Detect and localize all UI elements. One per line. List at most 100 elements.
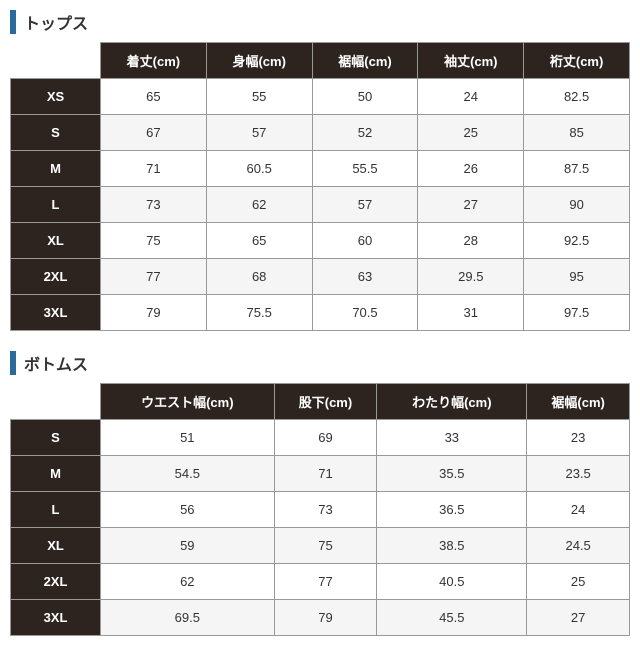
table-cell: 24 (527, 492, 630, 528)
column-header: ウエスト幅(cm) (101, 384, 275, 420)
tops-heading: トップス (10, 10, 630, 34)
table-cell: 60 (312, 223, 418, 259)
table-cell: 75 (274, 528, 377, 564)
table-cell: 71 (101, 151, 207, 187)
table-cell: 67 (101, 115, 207, 151)
table-cell: 24 (418, 79, 524, 115)
table-cell: 65 (206, 223, 312, 259)
table-cell: 28 (418, 223, 524, 259)
table-cell: 56 (101, 492, 275, 528)
row-header: M (11, 151, 101, 187)
table-row: M 54.5 71 35.5 23.5 (11, 456, 630, 492)
table-cell: 23 (527, 420, 630, 456)
table-cell: 62 (101, 564, 275, 600)
table-corner-cell (11, 384, 101, 420)
row-header: 2XL (11, 259, 101, 295)
table-cell: 38.5 (377, 528, 527, 564)
table-row: M 71 60.5 55.5 26 87.5 (11, 151, 630, 187)
column-header: 裾幅(cm) (527, 384, 630, 420)
table-cell: 71 (274, 456, 377, 492)
table-cell: 69 (274, 420, 377, 456)
table-cell: 65 (101, 79, 207, 115)
table-cell: 69.5 (101, 600, 275, 636)
row-header: 2XL (11, 564, 101, 600)
table-cell: 68 (206, 259, 312, 295)
table-cell: 79 (274, 600, 377, 636)
table-cell: 45.5 (377, 600, 527, 636)
column-header: 着丈(cm) (101, 43, 207, 79)
table-cell: 29.5 (418, 259, 524, 295)
table-cell: 95 (524, 259, 630, 295)
bottoms-size-table: ウエスト幅(cm) 股下(cm) わたり幅(cm) 裾幅(cm) S 51 69… (10, 383, 630, 636)
table-cell: 27 (418, 187, 524, 223)
table-cell: 57 (206, 115, 312, 151)
table-cell: 31 (418, 295, 524, 331)
row-header: L (11, 187, 101, 223)
table-row: XL 75 65 60 28 92.5 (11, 223, 630, 259)
table-cell: 33 (377, 420, 527, 456)
table-cell: 77 (101, 259, 207, 295)
table-cell: 97.5 (524, 295, 630, 331)
table-cell: 24.5 (527, 528, 630, 564)
table-cell: 52 (312, 115, 418, 151)
table-cell: 59 (101, 528, 275, 564)
column-header: 裄丈(cm) (524, 43, 630, 79)
tops-size-table: 着丈(cm) 身幅(cm) 裾幅(cm) 袖丈(cm) 裄丈(cm) XS 65… (10, 42, 630, 331)
row-header: L (11, 492, 101, 528)
table-cell: 27 (527, 600, 630, 636)
table-row: L 73 62 57 27 90 (11, 187, 630, 223)
table-cell: 73 (274, 492, 377, 528)
table-cell: 54.5 (101, 456, 275, 492)
table-cell: 92.5 (524, 223, 630, 259)
table-cell: 62 (206, 187, 312, 223)
row-header: XS (11, 79, 101, 115)
table-row: S 67 57 52 25 85 (11, 115, 630, 151)
table-row: 2XL 77 68 63 29.5 95 (11, 259, 630, 295)
table-cell: 73 (101, 187, 207, 223)
table-cell: 25 (418, 115, 524, 151)
table-cell: 26 (418, 151, 524, 187)
row-header: XL (11, 223, 101, 259)
table-cell: 82.5 (524, 79, 630, 115)
table-cell: 55 (206, 79, 312, 115)
table-cell: 60.5 (206, 151, 312, 187)
column-header: わたり幅(cm) (377, 384, 527, 420)
table-cell: 50 (312, 79, 418, 115)
table-row: 3XL 69.5 79 45.5 27 (11, 600, 630, 636)
column-header: 裾幅(cm) (312, 43, 418, 79)
table-cell: 63 (312, 259, 418, 295)
table-cell: 51 (101, 420, 275, 456)
table-cell: 35.5 (377, 456, 527, 492)
table-cell: 57 (312, 187, 418, 223)
table-row: S 51 69 33 23 (11, 420, 630, 456)
bottoms-heading: ボトムス (10, 351, 630, 375)
table-cell: 90 (524, 187, 630, 223)
row-header: S (11, 115, 101, 151)
column-header: 股下(cm) (274, 384, 377, 420)
table-row: 3XL 79 75.5 70.5 31 97.5 (11, 295, 630, 331)
table-row: L 56 73 36.5 24 (11, 492, 630, 528)
row-header: 3XL (11, 600, 101, 636)
column-header: 袖丈(cm) (418, 43, 524, 79)
row-header: S (11, 420, 101, 456)
table-cell: 75.5 (206, 295, 312, 331)
table-header-row: ウエスト幅(cm) 股下(cm) わたり幅(cm) 裾幅(cm) (11, 384, 630, 420)
table-header-row: 着丈(cm) 身幅(cm) 裾幅(cm) 袖丈(cm) 裄丈(cm) (11, 43, 630, 79)
table-cell: 70.5 (312, 295, 418, 331)
table-cell: 55.5 (312, 151, 418, 187)
table-cell: 77 (274, 564, 377, 600)
row-header: 3XL (11, 295, 101, 331)
table-cell: 75 (101, 223, 207, 259)
column-header: 身幅(cm) (206, 43, 312, 79)
row-header: XL (11, 528, 101, 564)
table-cell: 85 (524, 115, 630, 151)
table-cell: 23.5 (527, 456, 630, 492)
table-cell: 79 (101, 295, 207, 331)
table-row: XS 65 55 50 24 82.5 (11, 79, 630, 115)
table-row: 2XL 62 77 40.5 25 (11, 564, 630, 600)
table-cell: 87.5 (524, 151, 630, 187)
table-corner-cell (11, 43, 101, 79)
row-header: M (11, 456, 101, 492)
table-cell: 36.5 (377, 492, 527, 528)
table-cell: 25 (527, 564, 630, 600)
